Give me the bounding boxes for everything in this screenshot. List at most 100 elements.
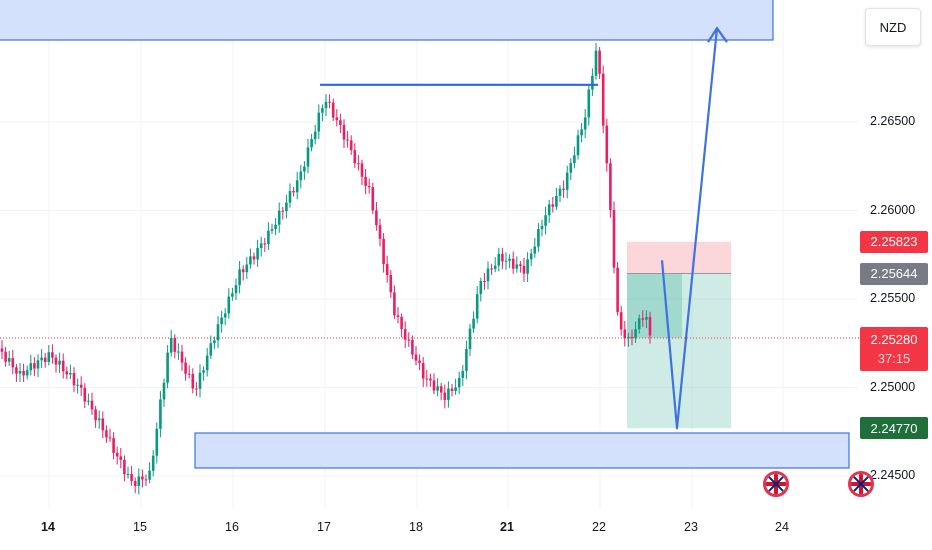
candle-body: [263, 243, 267, 245]
candle-body: [526, 259, 529, 274]
candle-countdown: 37:15: [877, 350, 911, 366]
uk-flag-icon[interactable]: [848, 471, 874, 497]
candle-body: [173, 337, 177, 352]
candle-body: [87, 400, 90, 402]
candle-body: [270, 229, 274, 231]
candle-body: [231, 293, 234, 297]
candle-body: [108, 437, 112, 439]
candle-body: [47, 352, 51, 362]
candle-body: [641, 318, 645, 320]
currency-label[interactable]: NZD: [865, 8, 921, 46]
time-tick-label: 15: [133, 520, 147, 534]
candle-body: [40, 357, 43, 361]
candle-body: [58, 360, 61, 365]
candle-body: [342, 124, 346, 140]
price-tick-label: 2.25000: [870, 379, 916, 394]
zones-layer: [0, 0, 850, 469]
candle-body: [637, 318, 641, 330]
candle-body: [601, 73, 605, 126]
candle-body: [353, 150, 357, 164]
candle-body: [367, 186, 371, 188]
drawings-layer: [320, 26, 728, 430]
candle-body: [101, 418, 105, 431]
candle-body: [310, 139, 313, 148]
candle-body: [447, 388, 450, 400]
candle-body: [375, 210, 378, 226]
candle-body: [486, 268, 490, 282]
time-tick-label: 18: [409, 520, 423, 534]
projection-path: [660, 28, 719, 430]
candle-body: [497, 253, 501, 266]
candle-body: [119, 456, 123, 460]
candle-body: [562, 188, 565, 190]
entry-price-tag: 2.25644: [860, 262, 928, 285]
candles-layer: [0, 42, 652, 495]
candle-body: [259, 243, 263, 249]
candle-body: [645, 317, 648, 320]
target-price-tag: 2.24770: [860, 417, 928, 440]
candle-body: [241, 269, 245, 273]
time-tick-label: 17: [317, 520, 331, 534]
candle-body: [15, 367, 18, 374]
candle-body: [565, 172, 569, 190]
candle-body: [490, 268, 493, 270]
candle-body: [583, 117, 587, 130]
candle-body: [115, 452, 119, 457]
candle-body: [177, 351, 180, 353]
price-tick-label: 2.26000: [870, 202, 916, 217]
candle-body: [389, 275, 393, 293]
candle-body: [493, 265, 497, 269]
short-position-tool[interactable]: [0, 241, 860, 429]
candle-body: [443, 392, 447, 400]
candle-body: [479, 280, 483, 295]
candle-body: [335, 117, 339, 121]
candle-body: [105, 430, 108, 438]
candle-body: [403, 329, 407, 340]
candle-body: [321, 108, 324, 113]
candle-body: [162, 382, 166, 400]
candle-body: [141, 476, 144, 480]
candle-body: [630, 337, 634, 339]
candle-body: [292, 191, 295, 193]
candle-body: [411, 339, 414, 355]
uk-flag-icon[interactable]: [763, 471, 789, 497]
stop-loss-price-tag: 2.25823: [860, 230, 928, 253]
stop-loss-zone[interactable]: [627, 241, 731, 274]
candle-body: [598, 50, 601, 74]
candle-body: [648, 317, 652, 336]
candle-body: [609, 163, 612, 210]
candle-body: [360, 163, 364, 177]
candle-body: [483, 280, 486, 282]
candle-body: [522, 265, 526, 274]
candle-body: [529, 253, 533, 260]
candle-body: [220, 317, 223, 325]
candle-body: [421, 363, 425, 379]
candle-body: [209, 343, 213, 356]
time-tick-label: 14: [41, 520, 55, 534]
candle-body: [184, 362, 187, 374]
candle-body: [281, 210, 285, 212]
candle-body: [33, 363, 36, 369]
candle-body: [227, 296, 231, 314]
realized-zone: [627, 273, 682, 338]
time-tick-label: 21: [500, 520, 514, 534]
candle-body: [346, 139, 349, 141]
candle-body: [277, 210, 281, 225]
candle-body: [133, 481, 137, 487]
candle-body: [533, 246, 537, 254]
candle-body: [202, 370, 205, 373]
candle-body: [267, 230, 270, 245]
current-price-value: 2.25280: [870, 331, 918, 347]
candle-body: [306, 147, 310, 167]
candle-body: [544, 215, 547, 226]
candle-body: [511, 258, 515, 269]
time-tick-label: 16: [225, 520, 239, 534]
candle-body: [591, 75, 594, 90]
candle-body: [371, 187, 375, 211]
candle-body: [249, 256, 252, 265]
candle-body: [155, 428, 159, 456]
candle-body: [555, 195, 558, 207]
candle-body: [396, 315, 400, 317]
candle-body: [213, 340, 216, 344]
